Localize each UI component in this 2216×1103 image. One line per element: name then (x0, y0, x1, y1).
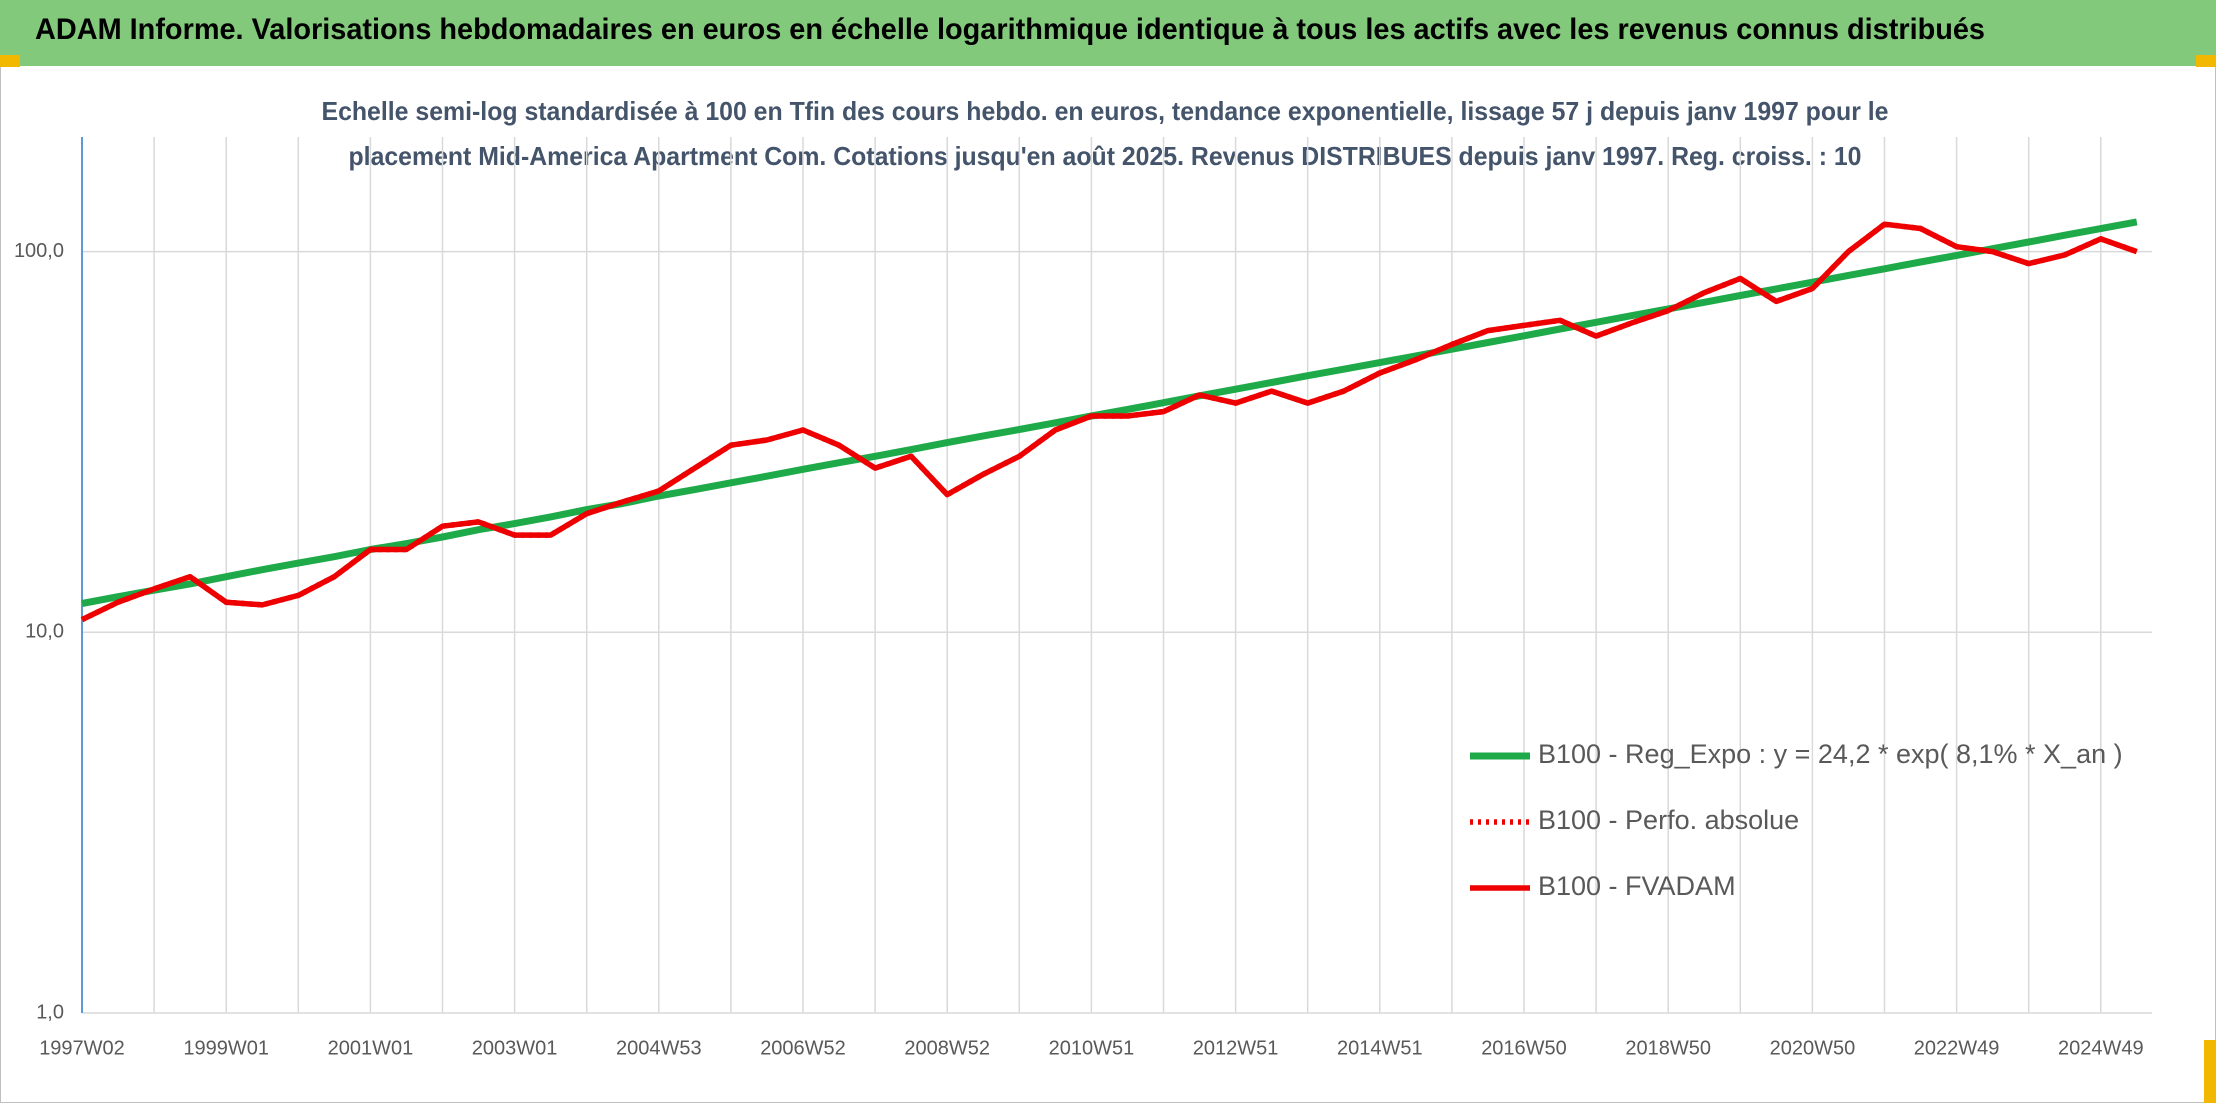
legend-label: B100 - Reg_Expo : y = 24,2 * exp( 8,1% *… (1538, 739, 2123, 769)
legend-label: B100 - Perfo. absolue (1538, 805, 1799, 835)
corner (0, 55, 20, 67)
x-tick-label: 2008W52 (904, 1037, 990, 1059)
corner (2204, 1040, 2216, 1103)
subtitle: placement Mid-America Apartment Com. Cot… (349, 141, 1862, 171)
series-line (80, 221, 2138, 623)
y-tick-label: 1,0 (36, 1001, 64, 1023)
x-tick-label: 2001W01 (328, 1037, 414, 1059)
y-tick-label: 10,0 (25, 621, 64, 643)
title-banner (0, 0, 2216, 66)
x-tick-label: 2014W51 (1337, 1037, 1423, 1059)
corner (2196, 55, 2216, 67)
y-tick-label: 100,0 (14, 240, 64, 262)
x-tick-label: 2010W51 (1049, 1037, 1135, 1059)
x-tick-label: 2012W51 (1193, 1037, 1279, 1059)
x-tick-label: 2006W52 (760, 1037, 846, 1059)
x-tick-label: 1997W02 (39, 1037, 125, 1059)
x-tick-label: 2024W49 (2058, 1037, 2144, 1059)
x-tick-label: 2018W50 (1625, 1037, 1711, 1059)
x-tick-label: 2003W01 (472, 1037, 558, 1059)
x-tick-label: 2004W53 (616, 1037, 702, 1059)
chart-title: ADAM Informe. Valorisations hebdomadaire… (35, 13, 1985, 46)
x-tick-label: 2022W49 (1914, 1037, 2000, 1059)
legend-label: B100 - FVADAM (1538, 871, 1736, 901)
subtitle: Echelle semi-log standardisée à 100 en T… (322, 96, 1889, 126)
x-tick-label: 2020W50 (1770, 1037, 1856, 1059)
x-tick-label: 1999W01 (183, 1037, 269, 1059)
x-tick-label: 2016W50 (1481, 1037, 1567, 1059)
